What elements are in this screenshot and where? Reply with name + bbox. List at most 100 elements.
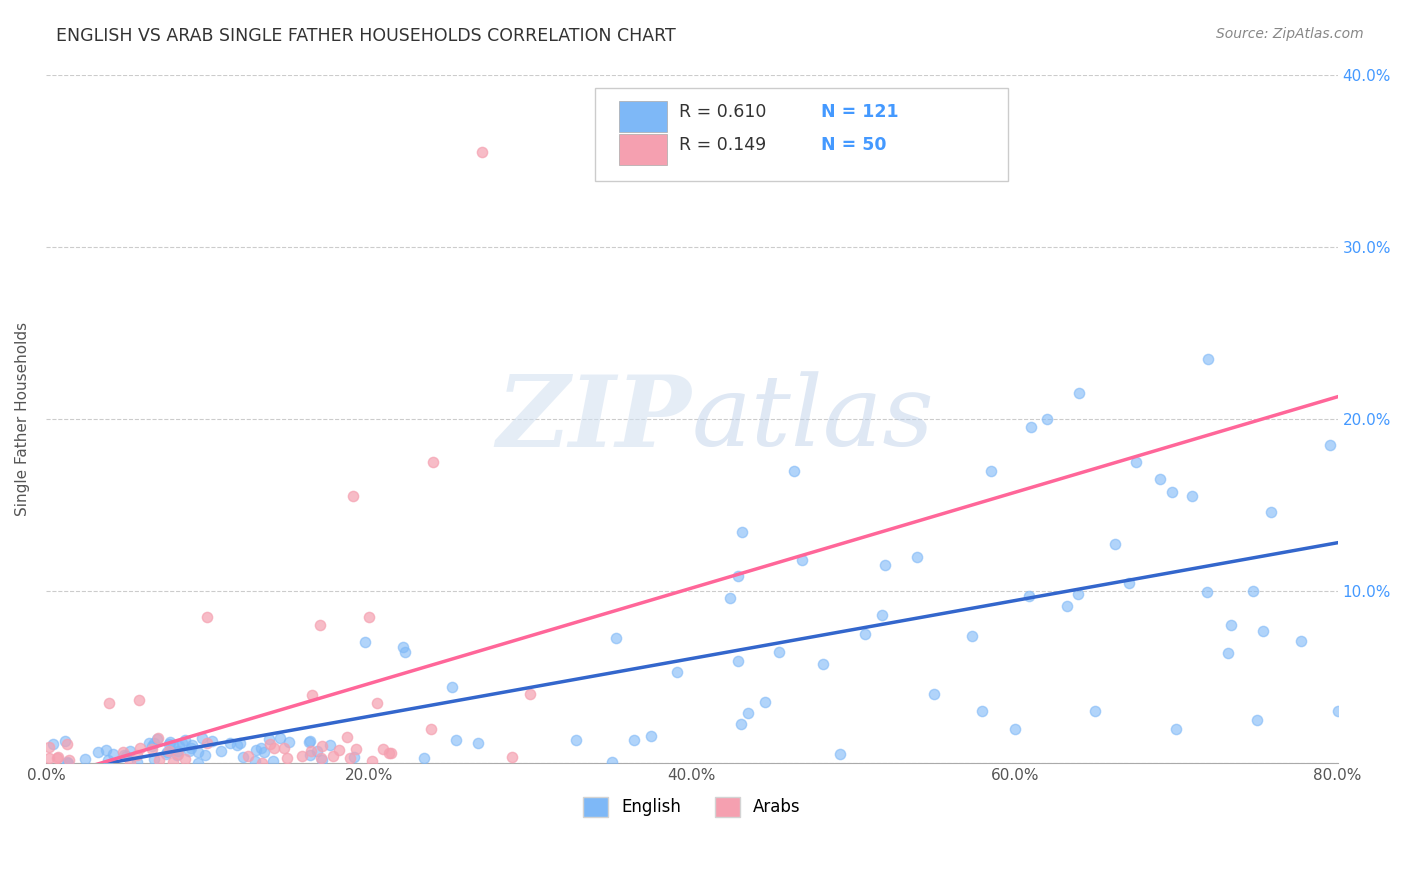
Point [792, 553, 814, 567]
Point [1019, 420, 1042, 434]
Point [38, 740, 60, 755]
FancyBboxPatch shape [595, 88, 1008, 181]
Point [394, 645, 416, 659]
Point [145, 731, 167, 746]
Point [173, 733, 195, 747]
Point [1036, 412, 1059, 426]
Point [1166, 722, 1188, 736]
Text: ENGLISH VS ARAB SINGLE FATHER HOUSEHOLDS CORRELATION CHART: ENGLISH VS ARAB SINGLE FATHER HOUSEHOLDS… [56, 27, 676, 45]
Point [339, 751, 361, 765]
Point [170, 735, 193, 749]
Point [1195, 585, 1218, 599]
Point [191, 731, 214, 746]
Point [336, 730, 359, 744]
Point [141, 739, 163, 753]
Point [229, 736, 252, 750]
Point [155, 745, 177, 759]
Point [56, 756, 79, 770]
Point [1084, 705, 1107, 719]
Point [128, 693, 150, 707]
Point [162, 755, 184, 769]
Point [730, 717, 752, 731]
Point [311, 753, 333, 767]
Point [301, 688, 323, 702]
Point [600, 755, 623, 769]
Point [783, 464, 806, 478]
Point [565, 732, 588, 747]
Point [115, 749, 138, 764]
Point [94, 742, 117, 756]
Point [870, 608, 893, 623]
Point [727, 654, 749, 668]
Point [259, 737, 281, 751]
Point [278, 735, 301, 749]
Point [252, 756, 274, 771]
Point [38, 751, 60, 765]
Point [180, 739, 202, 753]
Point [1326, 705, 1348, 719]
Point [120, 755, 142, 769]
Point [357, 609, 380, 624]
Point [419, 722, 441, 736]
Point [141, 741, 163, 756]
Point [344, 742, 367, 756]
Point [1018, 590, 1040, 604]
Point [259, 731, 281, 746]
Point [232, 750, 254, 764]
Point [127, 755, 149, 769]
FancyBboxPatch shape [620, 135, 668, 165]
Point [55, 737, 77, 751]
Point [471, 145, 494, 159]
Point [1220, 618, 1243, 632]
Point [444, 733, 467, 747]
Point [169, 739, 191, 753]
Point [167, 747, 190, 761]
Point [187, 746, 209, 760]
Point [875, 558, 897, 572]
Point [378, 746, 401, 760]
Point [129, 740, 152, 755]
Point [194, 747, 217, 762]
Point [162, 738, 184, 752]
Point [180, 740, 202, 755]
Point [143, 736, 166, 750]
Point [354, 635, 377, 649]
Point [1067, 587, 1090, 601]
Point [299, 748, 322, 763]
Point [201, 733, 224, 747]
Point [623, 733, 645, 747]
Point [754, 695, 776, 709]
Point [1216, 646, 1239, 660]
Point [148, 731, 170, 745]
Text: R = 0.149: R = 0.149 [679, 136, 766, 154]
Point [1161, 484, 1184, 499]
Point [1056, 599, 1078, 613]
Text: Source: ZipAtlas.com: Source: ZipAtlas.com [1216, 27, 1364, 41]
Point [811, 657, 834, 671]
Point [187, 756, 209, 770]
Point [299, 744, 322, 758]
Point [501, 750, 523, 764]
Point [112, 745, 135, 759]
Point [343, 750, 366, 764]
Point [142, 752, 165, 766]
Point [159, 735, 181, 749]
Point [311, 751, 333, 765]
Point [273, 740, 295, 755]
Point [219, 737, 242, 751]
Point [322, 749, 344, 764]
Point [1319, 437, 1341, 451]
Point [727, 569, 749, 583]
Point [1125, 455, 1147, 469]
Point [53, 734, 76, 748]
Point [391, 640, 413, 654]
Point [197, 609, 219, 624]
Point [276, 751, 298, 765]
Point [305, 744, 328, 758]
Point [112, 748, 135, 763]
Point [209, 743, 232, 757]
Point [422, 455, 444, 469]
Point [58, 753, 80, 767]
Point [56, 755, 79, 769]
Point [138, 735, 160, 749]
